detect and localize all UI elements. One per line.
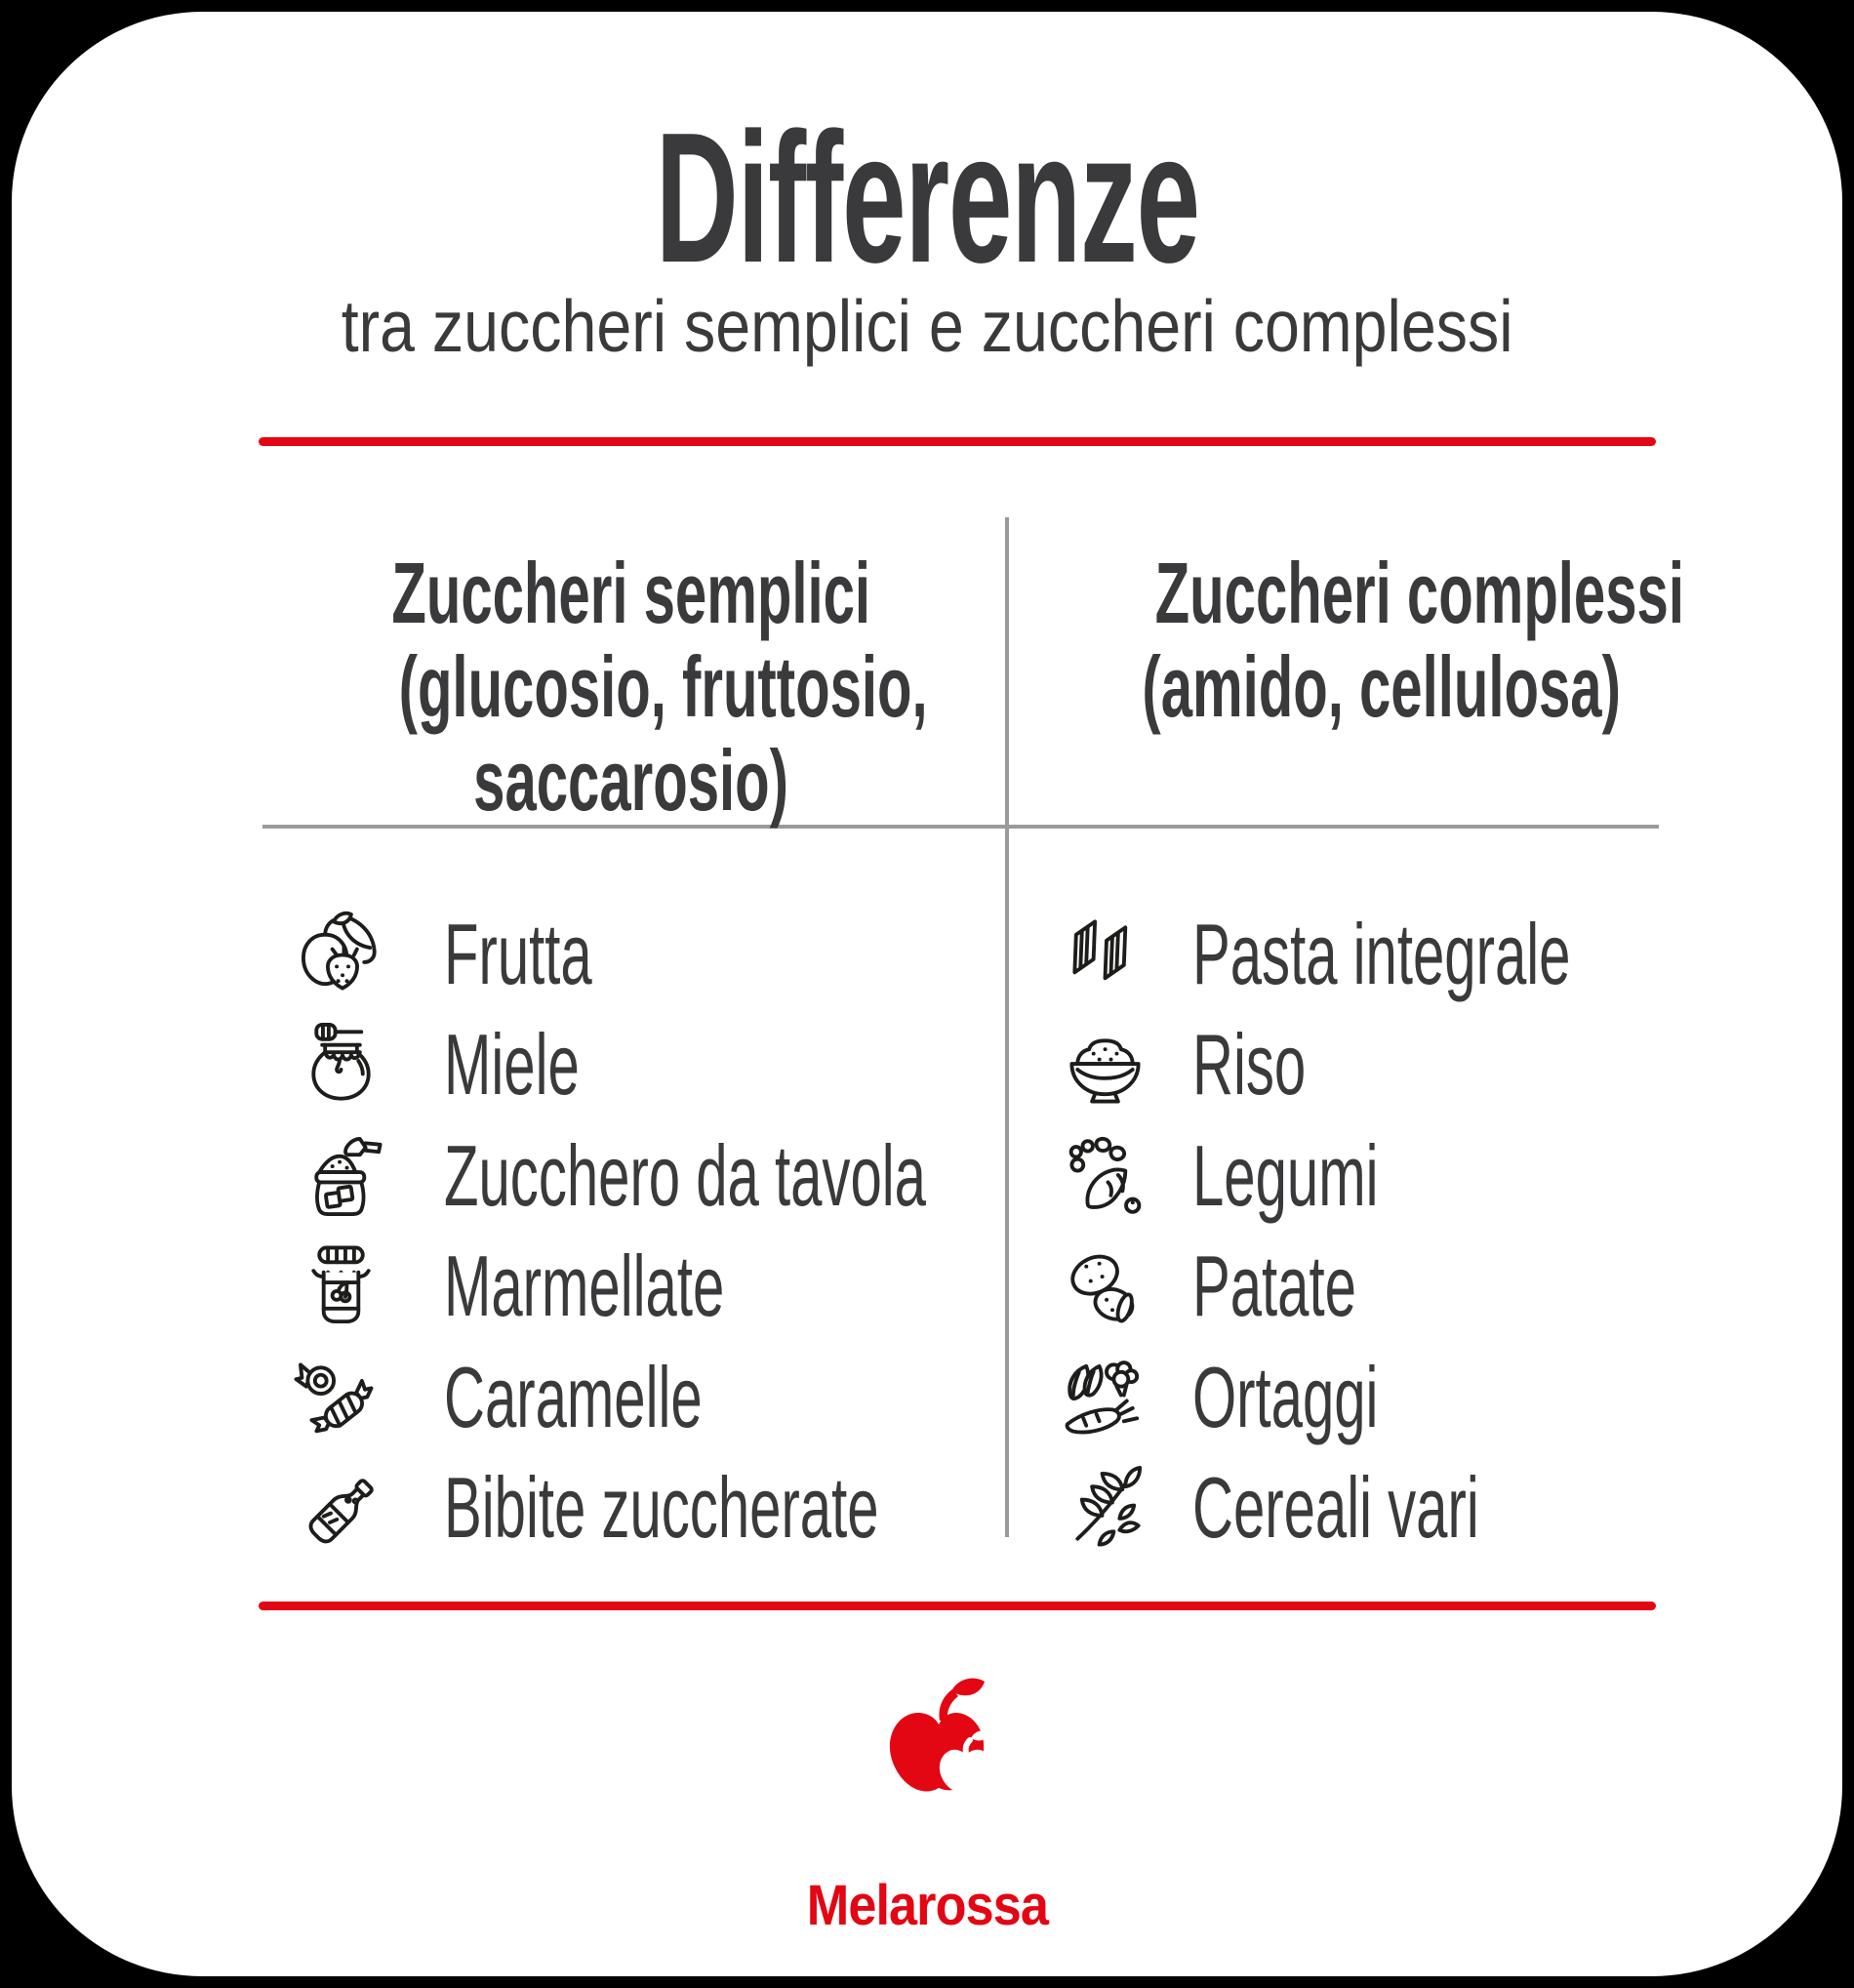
item-label: Miele xyxy=(444,1016,580,1113)
candy-icon xyxy=(294,1352,387,1444)
jam-jar-icon xyxy=(295,1240,387,1333)
fruit-icon xyxy=(295,909,387,1001)
soda-bottle-icon xyxy=(295,1462,387,1555)
legumes-icon xyxy=(1059,1130,1151,1223)
header-horizontal-divider xyxy=(262,825,1659,829)
list-item-patate: Patate xyxy=(1059,1237,1440,1335)
item-label: Marmellate xyxy=(444,1237,725,1334)
page-subtitle: tra zuccheri semplici e zuccheri comples… xyxy=(341,285,1513,367)
list-item-miele: Miele xyxy=(295,1016,649,1114)
list-item-bibite-zuccherate: Bibite zuccherate xyxy=(295,1459,1103,1557)
honey-jar-icon xyxy=(295,1019,387,1112)
item-label: Bibite zuccherate xyxy=(444,1459,879,1556)
list-item-pasta-integrale: Pasta integrale xyxy=(1059,906,1765,1003)
sugar-bag-icon xyxy=(295,1130,387,1223)
item-label: Patate xyxy=(1192,1237,1356,1334)
item-label: Ortaggi xyxy=(1192,1349,1379,1445)
bottom-red-divider xyxy=(259,1602,1656,1610)
item-label: Zucchero da tavola xyxy=(444,1127,926,1224)
list-item-riso: Riso xyxy=(1059,1016,1364,1114)
column-vertical-divider xyxy=(1005,517,1009,1537)
item-label: Frutta xyxy=(444,906,592,1002)
melarossa-apple-logo xyxy=(889,1678,993,1793)
pasta-icon xyxy=(1059,909,1151,1001)
vegetables-icon xyxy=(1059,1352,1151,1444)
cereals-icon xyxy=(1059,1462,1151,1555)
card: Differenze tra zuccheri semplici e zucch… xyxy=(12,12,1842,1976)
item-label: Cereali vari xyxy=(1192,1459,1479,1556)
brand-wordmark: Melarossa xyxy=(806,1874,1048,1937)
item-label: Riso xyxy=(1192,1016,1307,1113)
list-item-frutta: Frutta xyxy=(295,906,668,1003)
list-item-ortaggi: Ortaggi xyxy=(1059,1349,1474,1446)
list-item-caramelle: Caramelle xyxy=(294,1349,835,1446)
item-label: Legumi xyxy=(1192,1127,1379,1224)
column-header-zuccheri-semplici: Zuccheri semplici (glucosio, fruttosio, … xyxy=(391,545,928,829)
list-item-cereali-vari: Cereali vari xyxy=(1059,1459,1627,1557)
page-title: Differenze xyxy=(655,95,1199,302)
list-item-zucchero-da-tavola: Zucchero da tavola xyxy=(295,1127,1174,1225)
rice-bowl-icon xyxy=(1059,1019,1151,1112)
potatoes-icon xyxy=(1059,1240,1151,1333)
list-item-marmellate: Marmellate xyxy=(295,1237,868,1335)
list-item-legumi: Legumi xyxy=(1059,1127,1474,1225)
top-red-divider xyxy=(259,437,1656,446)
column-header-zuccheri-complessi: Zuccheri complessi (amido, cellulosa) xyxy=(1142,545,1684,735)
item-label: Pasta integrale xyxy=(1192,906,1571,1002)
item-label: Caramelle xyxy=(444,1349,703,1445)
